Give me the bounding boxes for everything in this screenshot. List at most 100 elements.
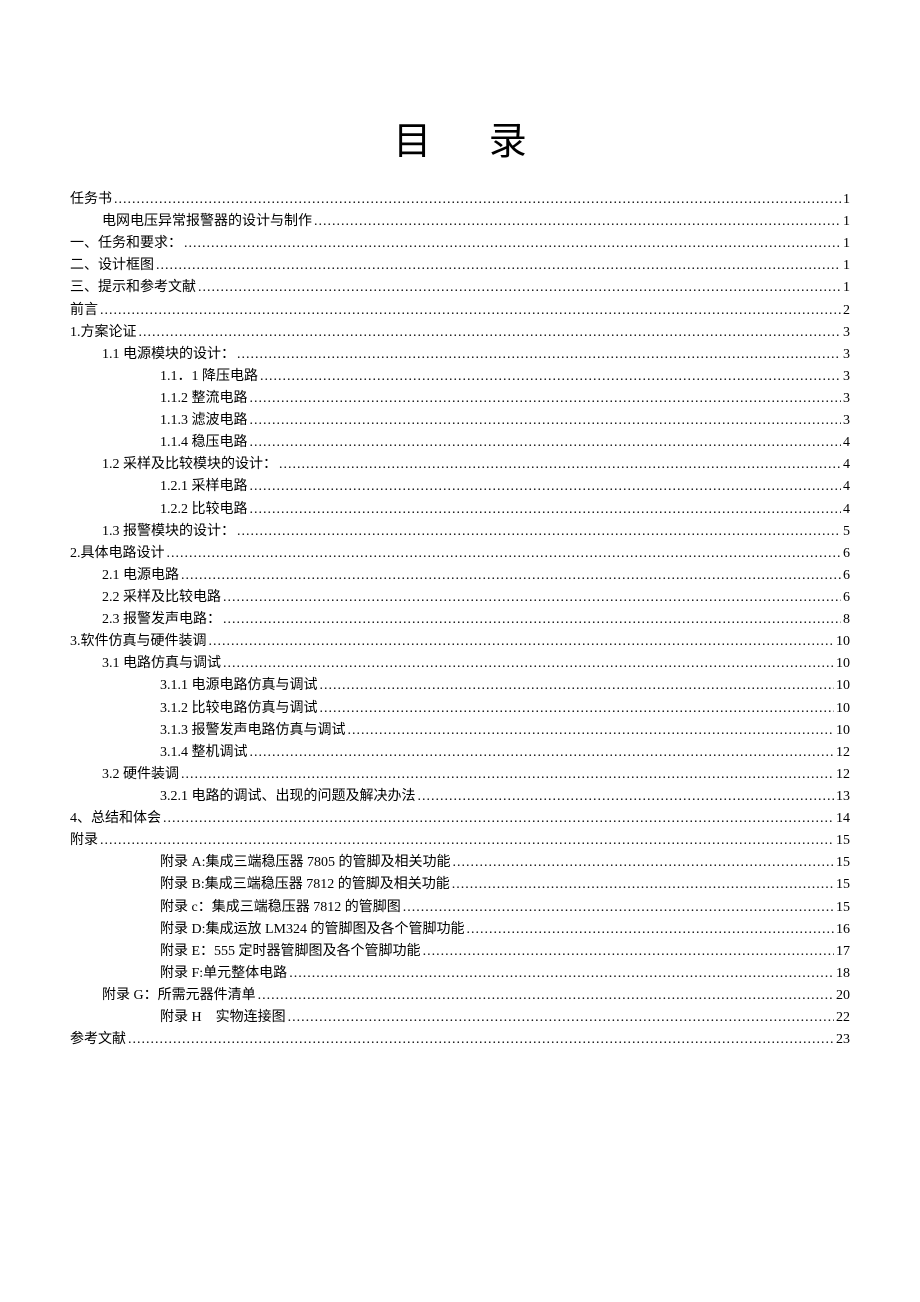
toc-entry-page: 16 <box>836 919 850 941</box>
toc-entry-page: 15 <box>836 852 850 874</box>
toc-leader-dots <box>403 897 834 919</box>
toc-leader-dots <box>209 631 835 653</box>
toc-entry: 二、设计框图1 <box>70 255 850 277</box>
toc-entry: 附录 B:集成三端稳压器 7812 的管脚及相关功能15 <box>70 874 850 896</box>
toc-entry-page: 6 <box>843 587 850 609</box>
toc-entry-text: 3.2 硬件装调 <box>102 764 179 786</box>
toc-entry-page: 12 <box>836 764 850 786</box>
toc-entry-text: 3.2.1 电路的调试、出现的问题及解决办法 <box>160 786 416 808</box>
toc-entry-page: 1 <box>843 255 850 277</box>
toc-entry: 1.3 报警模块的设计：5 <box>70 521 850 543</box>
toc-entry: 附录 H 实物连接图 22 <box>70 1007 850 1029</box>
toc-entry: 3.2 硬件装调 12 <box>70 764 850 786</box>
toc-entry-page: 3 <box>843 344 850 366</box>
toc-entry: 附录 E：555 定时器管脚图及各个管脚功能17 <box>70 941 850 963</box>
toc-entry-text: 附录 H 实物连接图 <box>160 1007 286 1029</box>
toc-entry-text: 电网电压异常报警器的设计与制作 <box>102 211 312 233</box>
toc-leader-dots <box>250 388 842 410</box>
toc-leader-dots <box>223 653 834 675</box>
toc-entry: 1.方案论证3 <box>70 322 850 344</box>
toc-leader-dots <box>250 499 842 521</box>
toc-leader-dots <box>320 675 835 697</box>
toc-leader-dots <box>156 255 841 277</box>
toc-leader-dots <box>423 941 834 963</box>
toc-entry: 1.2 采样及比较模块的设计：4 <box>70 454 850 476</box>
toc-entry-page: 15 <box>836 874 850 896</box>
toc-entry-text: 参考文献 <box>70 1029 126 1051</box>
toc-entry-text: 3.1.4 整机调试 <box>160 742 248 764</box>
toc-entry: 1.2.2 比较电路4 <box>70 499 850 521</box>
toc-leader-dots <box>288 1007 834 1029</box>
toc-entry-page: 3 <box>843 410 850 432</box>
toc-entry: 4、总结和体会14 <box>70 808 850 830</box>
toc-entry: 2.2 采样及比较电路6 <box>70 587 850 609</box>
toc-leader-dots <box>100 830 834 852</box>
toc-entry-page: 1 <box>843 277 850 299</box>
toc-leader-dots <box>114 189 841 211</box>
toc-leader-dots <box>348 720 835 742</box>
toc-leader-dots <box>453 852 835 874</box>
toc-entry: 1.1.4 稳压电路4 <box>70 432 850 454</box>
page-title: 目 录 <box>70 110 850 165</box>
toc-leader-dots <box>418 786 835 808</box>
toc-entry: 附录 D:集成运放 LM324 的管脚图及各个管脚功能 16 <box>70 919 850 941</box>
toc-entry-text: 2.具体电路设计 <box>70 543 165 565</box>
toc-entry-page: 1 <box>843 233 850 255</box>
toc-entry-text: 前言 <box>70 300 98 322</box>
toc-entry-text: 1.2 采样及比较模块的设计： <box>102 454 277 476</box>
toc-leader-dots <box>250 410 842 432</box>
toc-entry: 1.1．1 降压电路 3 <box>70 366 850 388</box>
toc-entry-text: 3.1.3 报警发声电路仿真与调试 <box>160 720 346 742</box>
toc-leader-dots <box>100 300 841 322</box>
toc-leader-dots <box>258 985 834 1007</box>
toc-entry-page: 15 <box>836 830 850 852</box>
toc-entry-text: 2.3 报警发声电路： <box>102 609 221 631</box>
toc-entry-text: 附录 c：集成三端稳压器 7812 的管脚图 <box>160 897 401 919</box>
toc-entry: 3.软件仿真与硬件装调10 <box>70 631 850 653</box>
toc-entry-text: 附录 D:集成运放 LM324 的管脚图及各个管脚功能 <box>160 919 465 941</box>
toc-entry-text: 1.1.3 滤波电路 <box>160 410 248 432</box>
toc-entry: 任务书 1 <box>70 189 850 211</box>
toc-entry-page: 1 <box>843 211 850 233</box>
toc-leader-dots <box>223 609 841 631</box>
toc-entry-text: 1.1.2 整流电路 <box>160 388 248 410</box>
toc-entry-page: 8 <box>843 609 850 631</box>
toc-entry-page: 23 <box>836 1029 850 1051</box>
toc-entry-page: 6 <box>843 543 850 565</box>
toc-entry-page: 3 <box>843 366 850 388</box>
toc-entry-page: 2 <box>843 300 850 322</box>
toc-entry-page: 1 <box>843 189 850 211</box>
toc-entry-text: 2.1 电源电路 <box>102 565 179 587</box>
toc-entry-text: 1.2.1 采样电路 <box>160 476 248 498</box>
toc-entry-page: 17 <box>836 941 850 963</box>
toc-entry: 参考文献 23 <box>70 1029 850 1051</box>
toc-entry: 1.1.3 滤波电路 3 <box>70 410 850 432</box>
toc-entry: 3.1.4 整机调试12 <box>70 742 850 764</box>
toc-entry: 2.3 报警发声电路： 8 <box>70 609 850 631</box>
toc-entry: 3.2.1 电路的调试、出现的问题及解决办法13 <box>70 786 850 808</box>
toc-entry-text: 1.1 电源模块的设计： <box>102 344 235 366</box>
toc-entry-text: 3.1.1 电源电路仿真与调试 <box>160 675 318 697</box>
toc-leader-dots <box>198 277 841 299</box>
toc-entry-text: 1.1．1 降压电路 <box>160 366 258 388</box>
toc-leader-dots <box>250 742 835 764</box>
toc-entry: 3.1.2 比较电路仿真与调试10 <box>70 698 850 720</box>
toc-entry: 1.1.2 整流电路3 <box>70 388 850 410</box>
toc-leader-dots <box>320 698 835 720</box>
toc-entry-text: 任务书 <box>70 189 112 211</box>
toc-entry-page: 10 <box>836 653 850 675</box>
toc-entry-page: 22 <box>836 1007 850 1029</box>
toc-entry: 3.1.3 报警发声电路仿真与调试10 <box>70 720 850 742</box>
table-of-contents: 任务书1电网电压异常报警器的设计与制作1一、任务和要求：1二、设计框图1三、提示… <box>70 189 850 1051</box>
toc-entry: 附录15 <box>70 830 850 852</box>
toc-entry-page: 10 <box>836 631 850 653</box>
toc-entry: 附录 A:集成三端稳压器 7805 的管脚及相关功能15 <box>70 852 850 874</box>
toc-leader-dots <box>181 764 834 786</box>
toc-leader-dots <box>181 565 841 587</box>
toc-entry-page: 10 <box>836 675 850 697</box>
toc-entry-page: 4 <box>843 499 850 521</box>
toc-entry-page: 4 <box>843 432 850 454</box>
toc-leader-dots <box>237 344 841 366</box>
toc-entry-page: 15 <box>836 897 850 919</box>
toc-entry: 附录 G：所需元器件清单20 <box>70 985 850 1007</box>
